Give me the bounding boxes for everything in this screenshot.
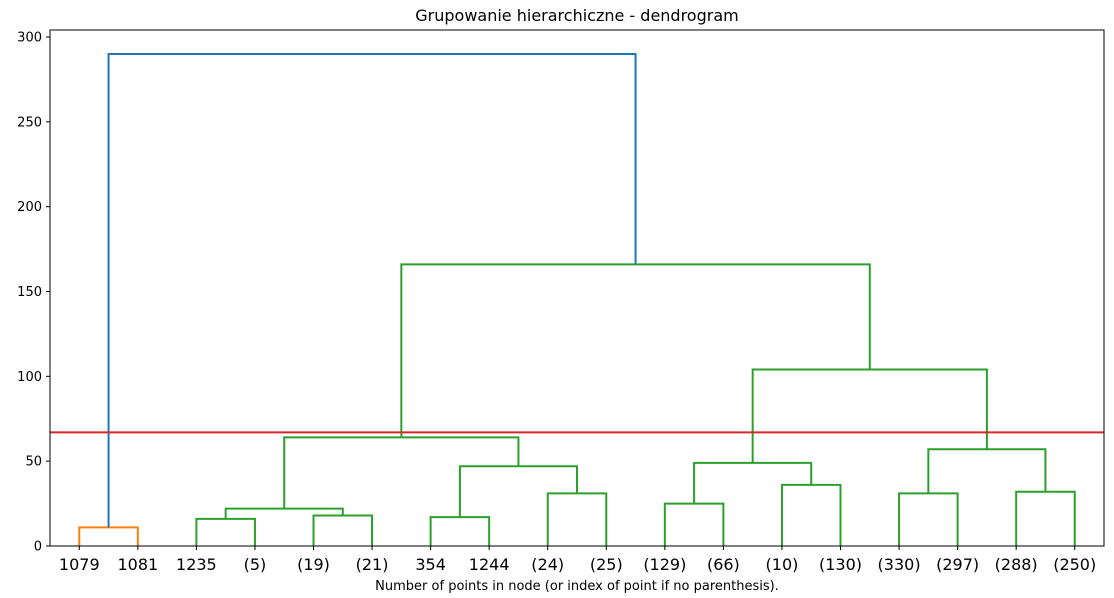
x-tick-label: (297) <box>936 555 979 574</box>
x-tick-label: 1079 <box>59 555 100 574</box>
x-tick-label: 1244 <box>469 555 510 574</box>
x-tick-label: (130) <box>819 555 862 574</box>
y-tick-label: 250 <box>17 115 42 130</box>
y-tick-label: 200 <box>17 200 42 215</box>
x-tick-label: 1235 <box>176 555 217 574</box>
x-tick-label: (10) <box>766 555 799 574</box>
x-tick-label: (5) <box>244 555 267 574</box>
x-tick-label: (250) <box>1053 555 1096 574</box>
x-axis-label: Number of points in node (or index of po… <box>375 579 779 594</box>
dendrogram-links <box>78 52 1076 546</box>
x-tick-label: (25) <box>590 555 623 574</box>
dendrogram-link-N <box>1015 490 1076 546</box>
x-tick-label: (19) <box>297 555 330 574</box>
y-tick-label: 150 <box>17 285 42 300</box>
dendrogram-link-G <box>458 465 578 518</box>
plot-frame <box>49 29 1105 547</box>
x-tick-label: (24) <box>531 555 564 574</box>
dendrogram-link-A <box>78 526 139 546</box>
x-tick-label: 354 <box>415 555 446 574</box>
x-tick-label: (330) <box>878 555 921 574</box>
x-axis: 1079 1081 1235 (5) (19) (21) 354 1244 (24) (25) (1… <box>59 546 1096 574</box>
y-tick-label: 300 <box>17 31 42 46</box>
dendrogram-link-P <box>751 368 988 463</box>
y-tick-label: 50 <box>25 455 42 470</box>
x-tick-label: (21) <box>356 555 389 574</box>
x-tick-label: (288) <box>995 555 1038 574</box>
x-tick-label: (129) <box>643 555 686 574</box>
dendrogram-link-E <box>429 516 491 546</box>
x-tick-label: 1081 <box>117 555 158 574</box>
y-tick-label: 100 <box>17 370 42 385</box>
chart-title: Grupowanie hierarchiczne - dendrogram <box>415 6 738 25</box>
dendrogram-link-R <box>107 52 637 528</box>
y-tick-label: 0 <box>34 540 42 555</box>
x-tick-label: (66) <box>707 555 740 574</box>
y-axis: 0 50 100 150 200 250 300 <box>17 31 50 555</box>
